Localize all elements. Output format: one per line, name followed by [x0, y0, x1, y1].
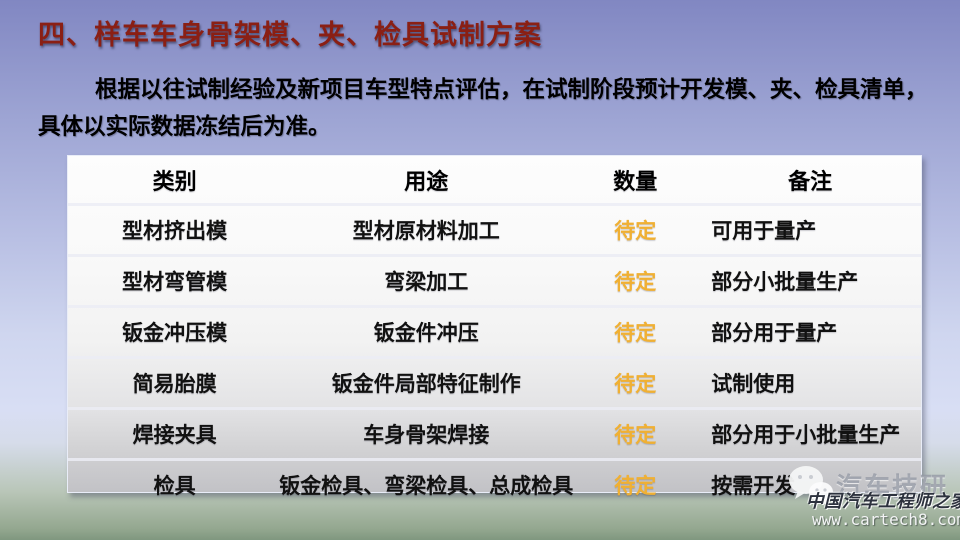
table-row: 焊接夹具 车身骨架焊接 待定 部分用于小批量生产 — [68, 407, 921, 458]
watermark-url: www.cartech8.com — [812, 510, 960, 529]
watermark-site-name: 中国汽车工程师之家 — [806, 492, 960, 512]
cell-purpose: 钣金件冲压 — [373, 322, 479, 345]
cell-note: 按需开发 — [711, 475, 796, 498]
cell-purpose: 钣金检具、弯梁检具、总成检具 — [279, 475, 574, 498]
table-row: 检具 钣金检具、弯梁检具、总成检具 待定 按需开发 — [68, 458, 921, 509]
cell-category: 型材弯管模 — [122, 271, 228, 294]
header-quantity: 数量 — [613, 168, 658, 194]
cell-quantity: 待定 — [614, 373, 657, 396]
cell-quantity: 待定 — [614, 220, 657, 243]
cell-category: 简易胎膜 — [132, 373, 217, 396]
watermark-brand: 汽车技研 — [836, 472, 949, 502]
header-note: 备注 — [788, 168, 833, 194]
cell-quantity: 待定 — [614, 475, 657, 498]
cell-note: 部分用于量产 — [711, 322, 838, 345]
cell-category: 型材挤出模 — [122, 220, 228, 243]
cell-purpose: 弯梁加工 — [384, 271, 469, 294]
cell-note: 部分小批量生产 — [711, 271, 859, 294]
cell-quantity: 待定 — [614, 322, 657, 345]
intro-paragraph: 根据以往试制经验及新项目车型特点评估，在试制阶段预计开发模、夹、检具清单，具体以… — [38, 77, 928, 139]
table-row: 型材挤出模 型材原材料加工 待定 可用于量产 — [68, 203, 921, 254]
slide-title: 四、样车车身骨架模、夹、检具试制方案 — [38, 20, 542, 50]
cell-category: 焊接夹具 — [132, 424, 217, 447]
table-row: 型材弯管模 弯梁加工 待定 部分小批量生产 — [68, 254, 921, 305]
cell-purpose: 型材原材料加工 — [352, 220, 500, 243]
table-header-row: 类别 用途 数量 备注 — [68, 156, 921, 203]
cell-purpose: 车身骨架焊接 — [363, 424, 490, 447]
cell-note: 部分用于小批量生产 — [711, 424, 901, 447]
header-category: 类别 — [152, 168, 197, 194]
cell-note: 可用于量产 — [711, 220, 817, 243]
table-row: 简易胎膜 钣金件局部特征制作 待定 试制使用 — [68, 356, 921, 407]
cell-category: 钣金冲压模 — [122, 322, 228, 345]
cell-quantity: 待定 — [614, 271, 657, 294]
cell-note: 试制使用 — [711, 373, 796, 396]
cell-category: 检具 — [153, 475, 196, 498]
wechat-icon — [789, 466, 833, 507]
header-purpose: 用途 — [404, 168, 449, 194]
cell-quantity: 待定 — [614, 424, 657, 447]
tooling-plan-table: 类别 用途 数量 备注 型材挤出模 型材原材料加工 待定 可用于量产 型材弯管模… — [67, 155, 922, 498]
cell-purpose: 钣金件局部特征制作 — [331, 373, 521, 396]
table-row: 钣金冲压模 钣金件冲压 待定 部分用于量产 — [68, 305, 921, 356]
